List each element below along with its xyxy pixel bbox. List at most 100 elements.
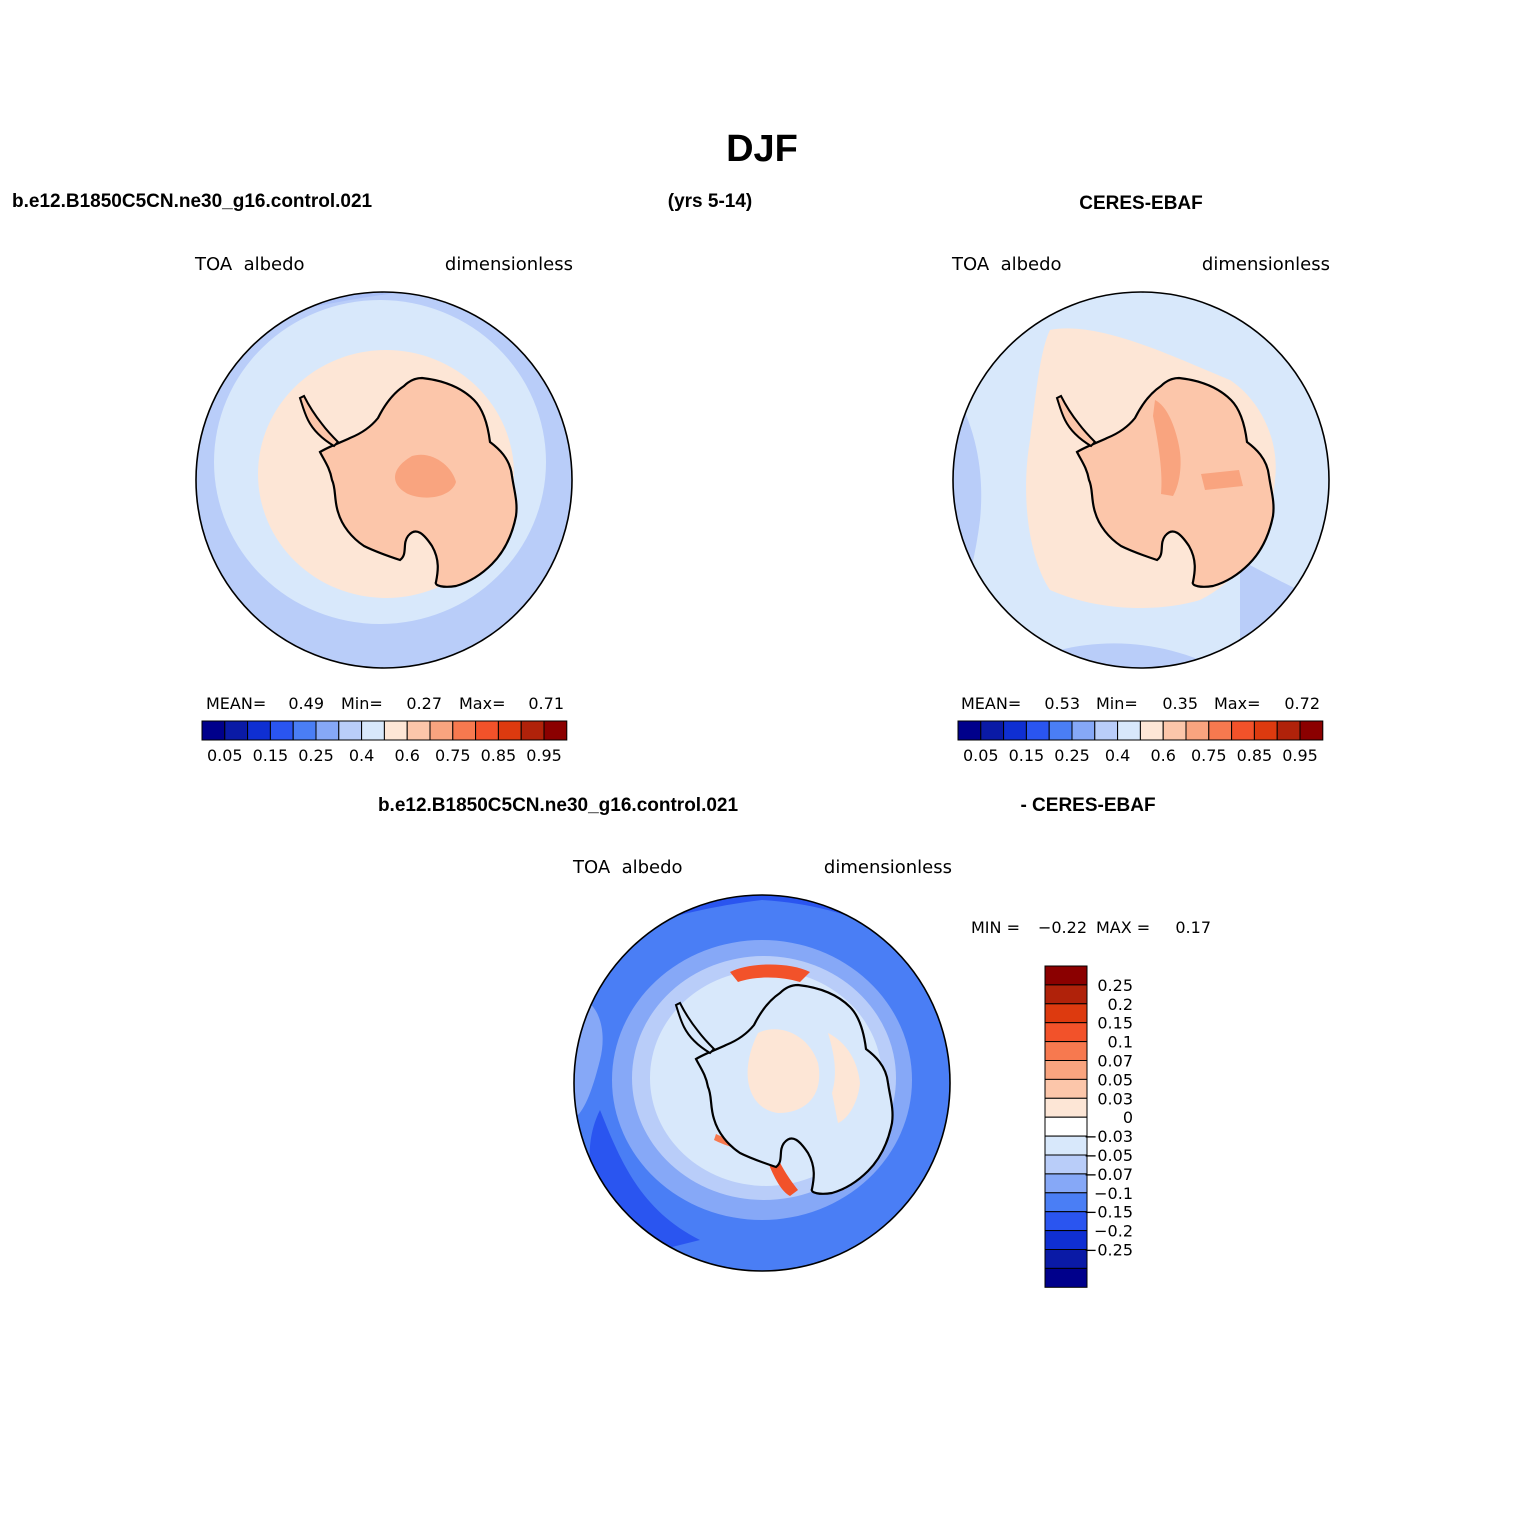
model-colorbar-box [224,720,249,741]
model-min-label: Min= [341,694,383,713]
diff-min-label: MIN = [971,918,1020,937]
model-variable-label: TOA albedo [194,254,305,275]
obs-colorbar-tick-label: 0.6 [1150,746,1175,765]
model-colorbar-tick-label: 0.05 [207,746,243,765]
diff-colorbar-tick-label: 0.2 [1108,995,1133,1014]
diff-colorbar-box [1044,965,1088,986]
obs-map-border [952,291,1330,669]
diff-colorbar-tick-label: 0.1 [1108,1033,1133,1052]
figure-title: DJF [726,128,798,170]
obs-colorbar-tick-label: 0.95 [1282,746,1318,765]
model-colorbar-box [475,720,499,741]
model-map-border [195,291,573,669]
diff-case-name: b.e12.B1850C5CN.ne30_g16.control.021 [378,795,739,816]
obs-colorbar: 0.05 0.15 0.25 0.4 0.6 0.75 0.85 0.95 [957,720,1324,765]
diff-colorbar-box [1044,1249,1088,1269]
model-colorbar-tick-label: 0.6 [394,746,419,765]
diff-colorbar-box [1044,1173,1088,1194]
obs-colorbar-box [1025,720,1050,741]
obs-mean-label: MEAN= [961,694,1021,713]
model-max-label: Max= [459,694,505,713]
diff-colorbar-box [1044,1192,1088,1213]
obs-colorbar-box [957,720,982,741]
diff-colorbar-tick-label: −0.25 [1084,1241,1133,1260]
obs-colorbar-tick-label: 0.25 [1054,746,1090,765]
diff-colorbar-box [1044,1211,1088,1232]
model-panel: TOA albedo dimensionless MEAN= 0.49 Min=… [194,254,573,765]
diff-colorbar-box [1044,1078,1088,1099]
obs-colorbar-box [1162,720,1187,741]
obs-name: CERES-EBAF [1079,193,1203,214]
model-colorbar-box [406,720,431,741]
obs-colorbar-tick-label: 0.85 [1237,746,1273,765]
obs-variable-label: TOA albedo [951,254,1062,275]
obs-colorbar-box [1208,720,1233,741]
obs-colorbar-tick-label: 0.15 [1009,746,1045,765]
model-colorbar-box [497,720,522,741]
model-min-value: 0.27 [406,694,442,713]
obs-max-label: Max= [1214,694,1260,713]
model-colorbar-box [247,720,271,741]
model-colorbar-box [201,720,226,741]
model-colorbar-box [338,720,363,741]
model-case-name: b.e12.B1850C5CN.ne30_g16.control.021 [12,191,373,212]
model-colorbar-box [452,720,477,741]
model-stats: MEAN= 0.49 Min= 0.27 Max= 0.71 [206,694,564,713]
model-colorbar-tick-label: 0.85 [481,746,517,765]
obs-panel: TOA albedo dimensionless MEAN= 0.53 Min=… [951,254,1330,765]
diff-variable-label: TOA albedo [572,857,683,878]
obs-mean-value: 0.53 [1044,694,1080,713]
model-colorbar-box [315,720,340,741]
diff-colorbar-tick-label: 0.15 [1097,1014,1133,1033]
obs-colorbar-box [1117,720,1141,741]
model-colorbar-tick-label: 0.95 [526,746,562,765]
obs-colorbar-box [1139,720,1164,741]
diff-colorbar-box [1044,1116,1088,1137]
diff-colorbar-tick-label: −0.03 [1084,1127,1133,1146]
obs-colorbar-box [1094,720,1119,741]
diff-panel: TOA albedo dimensionless MIN = −0.22 [572,857,1211,1288]
obs-max-value: 0.72 [1284,694,1320,713]
diff-colorbar-tick-label: 0.07 [1097,1052,1133,1071]
diff-colorbar-tick-label: −0.1 [1094,1184,1133,1203]
model-units-label: dimensionless [445,254,573,275]
diff-map-border [573,894,951,1272]
obs-colorbar-tick-label: 0.75 [1191,746,1227,765]
obs-stats: MEAN= 0.53 Min= 0.35 Max= 0.72 [961,694,1320,713]
obs-colorbar-tick-label: 0.4 [1105,746,1130,765]
diff-colorbar-box [1044,1003,1088,1024]
obs-map [953,292,1329,668]
model-colorbar-box [520,720,545,741]
obs-colorbar-box [1071,720,1096,741]
diff-colorbar-tick-label: 0 [1123,1108,1133,1127]
diff-colorbar-tick-label: −0.05 [1084,1146,1133,1165]
model-map [196,292,572,668]
diff-colorbar-box [1044,1060,1088,1080]
diff-min-value: −0.22 [1038,918,1087,937]
diff-stats: MIN = −0.22 MAX = 0.17 [971,918,1211,937]
diff-colorbar-box [1044,1267,1088,1288]
model-colorbar-box [543,720,568,741]
model-colorbar-box [292,720,317,741]
obs-colorbar-box [1299,720,1324,741]
model-colorbar-tick-label: 0.4 [349,746,374,765]
diff-map [574,895,950,1271]
diff-colorbar-tick-label: −0.2 [1094,1222,1133,1241]
diff-colorbar-box [1044,1022,1088,1043]
diff-colorbar-tick-label: −0.07 [1084,1165,1133,1184]
model-colorbar-tick-label: 0.25 [298,746,334,765]
model-colorbar-tick-label: 0.15 [253,746,289,765]
diff-obs-name: - CERES-EBAF [1020,795,1155,816]
obs-units-label: dimensionless [1202,254,1330,275]
diff-colorbar-box [1044,1041,1088,1061]
obs-min-value: 0.35 [1162,694,1198,713]
obs-min-label: Min= [1096,694,1138,713]
model-colorbar-box [383,720,408,741]
years-label: (yrs 5-14) [668,191,753,212]
diff-colorbar-box [1044,984,1088,1005]
diff-colorbar-box [1044,1154,1088,1175]
diff-colorbar-box [1044,1135,1088,1156]
model-colorbar-tick-label: 0.75 [435,746,471,765]
diff-colorbar-box [1044,1230,1088,1250]
model-mean-label: MEAN= [206,694,266,713]
